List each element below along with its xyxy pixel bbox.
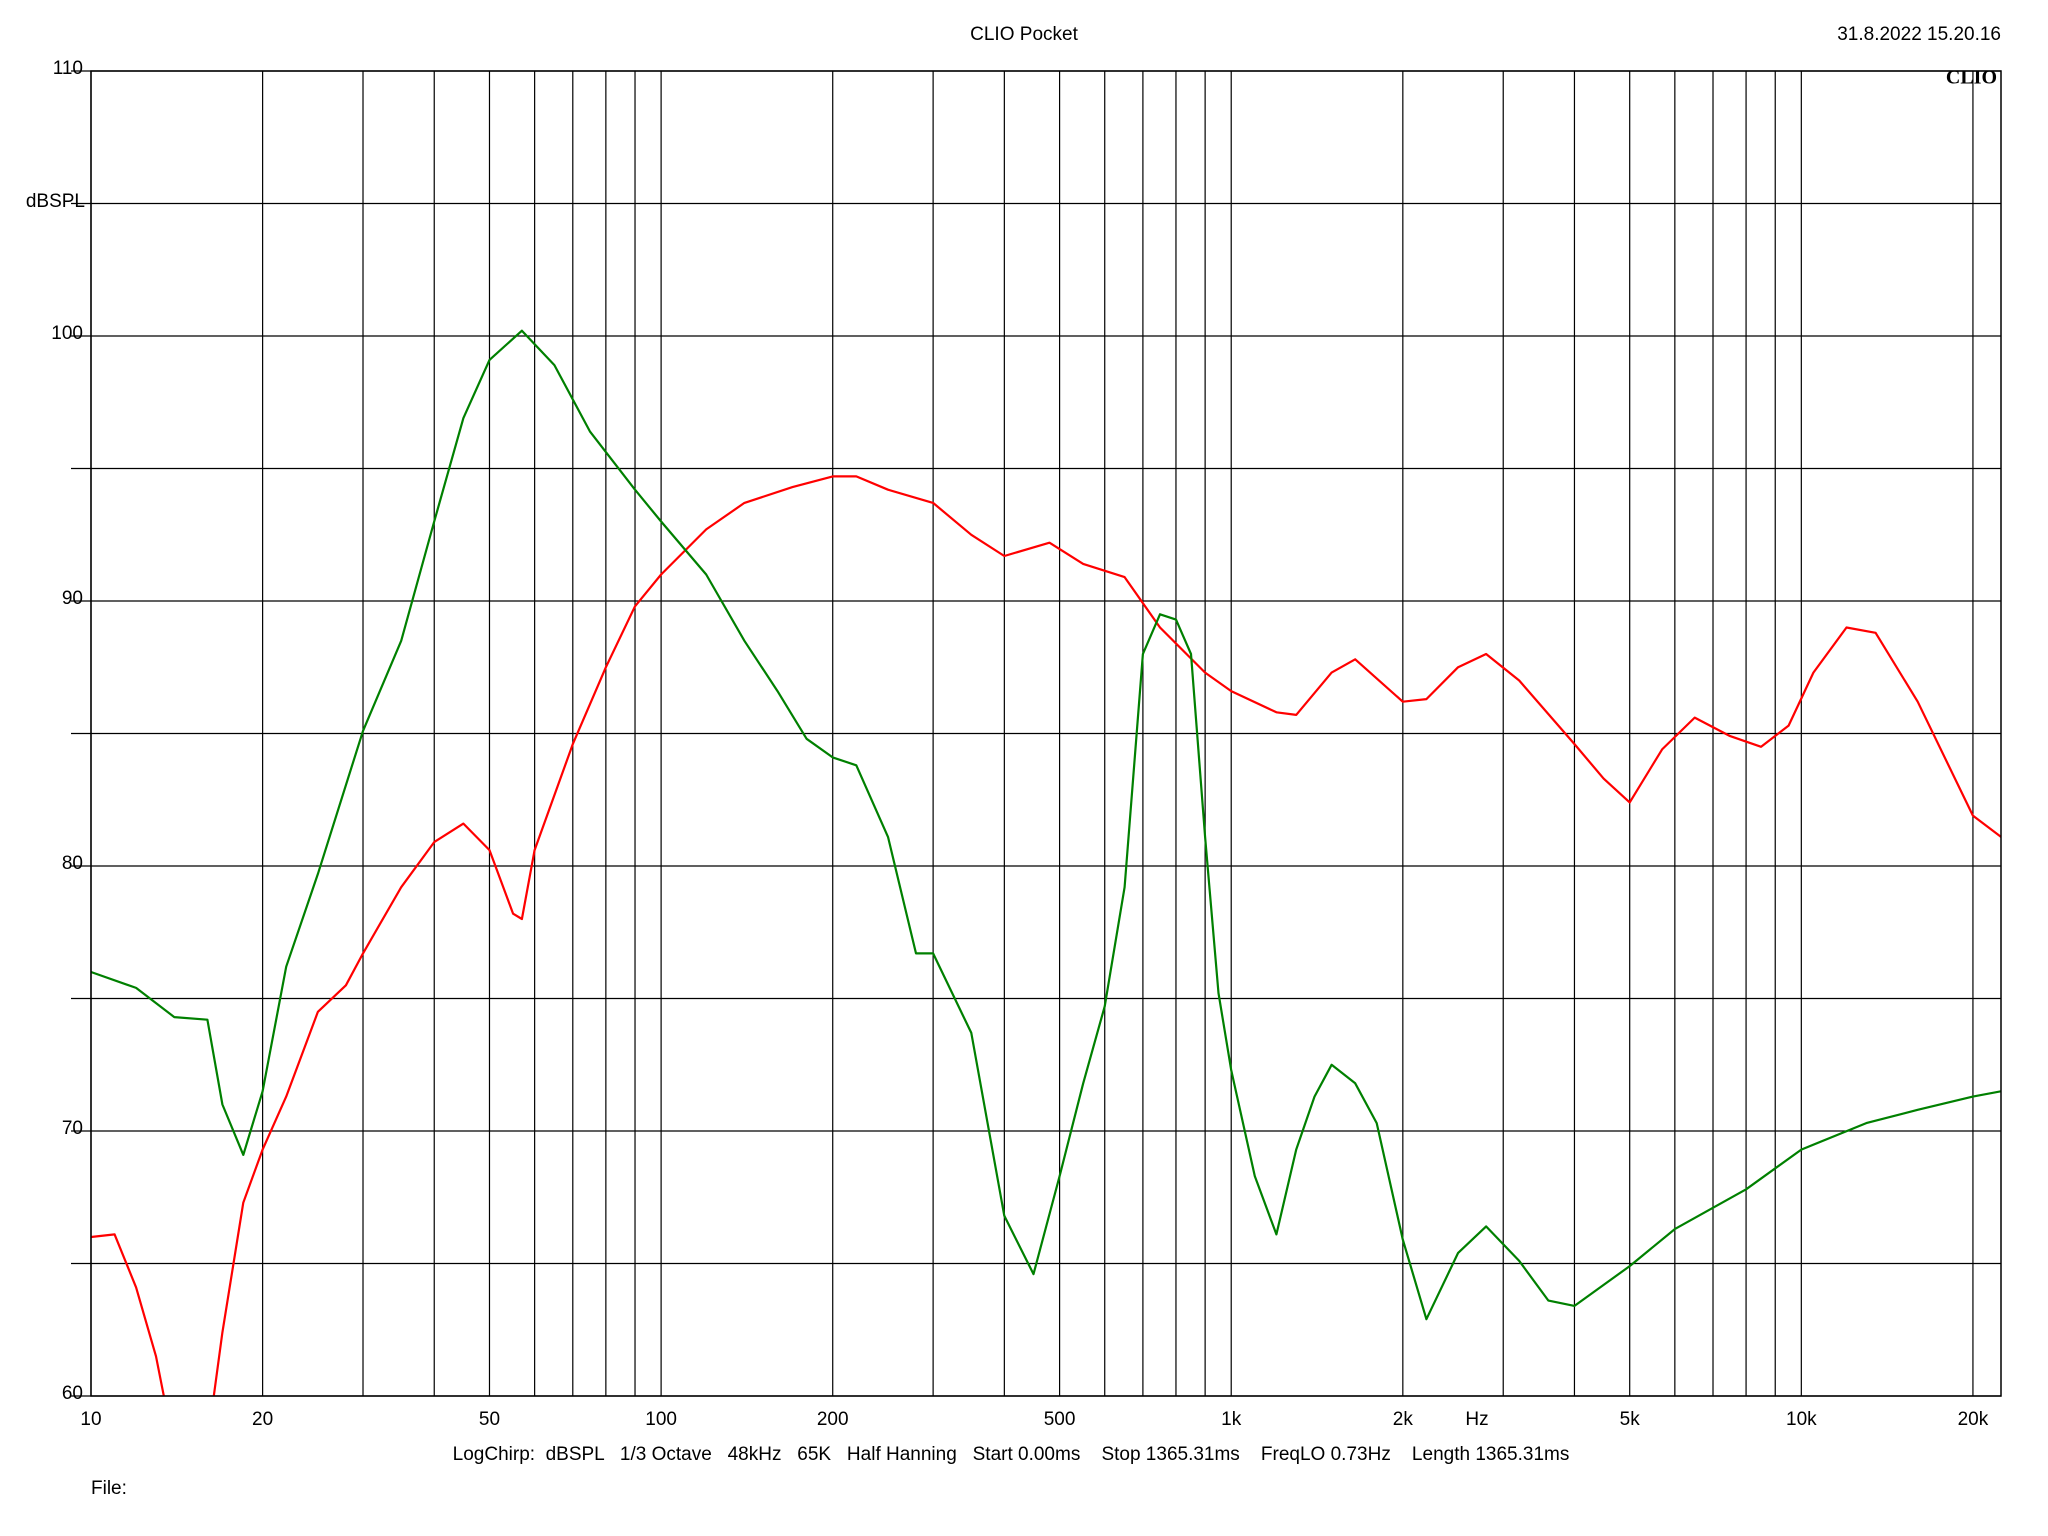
- x-axis-label: Hz: [1465, 1409, 1488, 1430]
- chart-title: CLIO Pocket: [970, 24, 1078, 45]
- file-label: File:: [91, 1478, 127, 1499]
- y-tick-label: 60: [62, 1383, 83, 1404]
- x-tick-label: 2k: [1393, 1409, 1414, 1430]
- y-tick-label: 90: [62, 588, 83, 609]
- timestamp: 31.8.2022 15.20.16: [1837, 24, 2001, 45]
- x-tick-label: 1k: [1221, 1409, 1242, 1430]
- x-tick-label: 20k: [1958, 1409, 1989, 1430]
- x-tick-label: 500: [1044, 1409, 1076, 1430]
- y-tick-label: 110: [53, 58, 83, 79]
- series-line: [91, 475, 2001, 1396]
- x-tick-label: 5k: [1620, 1409, 1641, 1430]
- plot-area: [91, 329, 2001, 1396]
- plot-frame: [90, 70, 2002, 1397]
- y-tick-label: 80: [62, 853, 83, 874]
- x-tick-label: 100: [645, 1409, 677, 1430]
- x-tick-label: 10: [80, 1409, 101, 1430]
- series-line: [91, 329, 2001, 1321]
- x-tick-label: 20: [252, 1409, 273, 1430]
- x-tick-label: 10k: [1786, 1409, 1817, 1430]
- y-tick-label: 70: [62, 1118, 83, 1139]
- x-tick-label: 200: [817, 1409, 849, 1430]
- x-tick-label: 50: [479, 1409, 500, 1430]
- logo: CLIO: [1946, 67, 1997, 89]
- y-axis-label: dBSPL: [26, 191, 85, 212]
- y-tick-label: 100: [51, 323, 83, 344]
- footer: LogChirp: dBSPL 1/3 Octave 48kHz 65K Hal…: [453, 1444, 1570, 1465]
